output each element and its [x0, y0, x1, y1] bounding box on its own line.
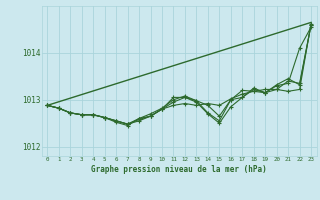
- X-axis label: Graphe pression niveau de la mer (hPa): Graphe pression niveau de la mer (hPa): [91, 165, 267, 174]
